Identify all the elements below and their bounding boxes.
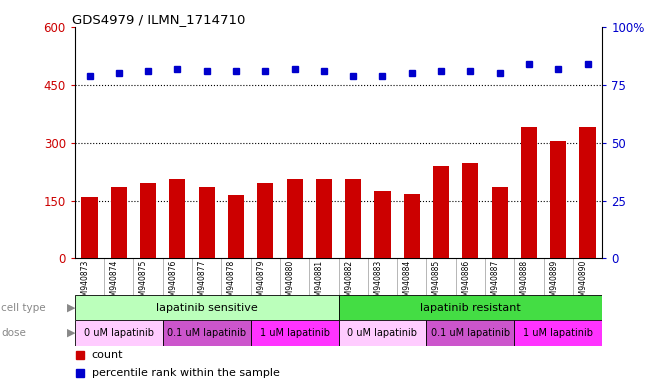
Text: lapatinib sensitive: lapatinib sensitive (156, 303, 258, 313)
Text: GDS4979 / ILMN_1714710: GDS4979 / ILMN_1714710 (72, 13, 245, 26)
Bar (316, 179, 332, 258)
Text: GSM940883: GSM940883 (374, 260, 383, 306)
Text: lapatinib resistant: lapatinib resistant (420, 303, 521, 313)
Bar (462, 163, 478, 258)
Text: GSM940887: GSM940887 (491, 260, 500, 306)
Text: 0.1 uM lapatinib: 0.1 uM lapatinib (167, 328, 246, 338)
Bar (492, 187, 508, 258)
Text: GSM940890: GSM940890 (579, 260, 588, 306)
Bar (374, 191, 391, 258)
Text: GSM940879: GSM940879 (256, 260, 266, 306)
Bar (514, 320, 602, 346)
Bar (404, 194, 420, 258)
Bar (433, 166, 449, 258)
Bar (75, 295, 339, 320)
Bar (345, 179, 361, 258)
Bar (111, 187, 127, 258)
Text: GSM940878: GSM940878 (227, 260, 236, 306)
Bar (163, 320, 251, 346)
Bar (339, 320, 426, 346)
Bar (81, 197, 98, 258)
Text: GSM940881: GSM940881 (315, 260, 324, 306)
Text: GSM940886: GSM940886 (462, 260, 471, 306)
Text: GSM940880: GSM940880 (286, 260, 294, 306)
Text: GSM940888: GSM940888 (520, 260, 529, 306)
Bar (521, 127, 537, 258)
Bar (286, 179, 303, 258)
Bar (228, 195, 244, 258)
Text: GSM940874: GSM940874 (110, 260, 119, 306)
Text: GSM940885: GSM940885 (432, 260, 441, 306)
Text: percentile rank within the sample: percentile rank within the sample (92, 367, 280, 377)
Text: cell type: cell type (1, 303, 46, 313)
Bar (257, 183, 273, 258)
Text: GSM940875: GSM940875 (139, 260, 148, 306)
Text: 0 uM lapatinib: 0 uM lapatinib (348, 328, 417, 338)
Text: ▶: ▶ (67, 328, 76, 338)
Bar (339, 295, 602, 320)
Bar (579, 127, 596, 258)
Text: GSM940884: GSM940884 (403, 260, 412, 306)
Text: GSM940889: GSM940889 (549, 260, 559, 306)
Bar (199, 187, 215, 258)
Bar (75, 320, 163, 346)
Text: dose: dose (1, 328, 26, 338)
Text: ▶: ▶ (67, 303, 76, 313)
Bar (140, 183, 156, 258)
Bar (169, 179, 186, 258)
Bar (426, 320, 514, 346)
Text: 1 uM lapatinib: 1 uM lapatinib (260, 328, 329, 338)
Text: GSM940876: GSM940876 (169, 260, 178, 306)
Text: GSM940882: GSM940882 (344, 260, 353, 306)
Bar (251, 320, 339, 346)
Bar (550, 141, 566, 258)
Text: GSM940877: GSM940877 (198, 260, 207, 306)
Text: GSM940873: GSM940873 (81, 260, 90, 306)
Text: 1 uM lapatinib: 1 uM lapatinib (523, 328, 593, 338)
Text: 0.1 uM lapatinib: 0.1 uM lapatinib (431, 328, 510, 338)
Text: count: count (92, 350, 123, 360)
Text: 0 uM lapatinib: 0 uM lapatinib (84, 328, 154, 338)
